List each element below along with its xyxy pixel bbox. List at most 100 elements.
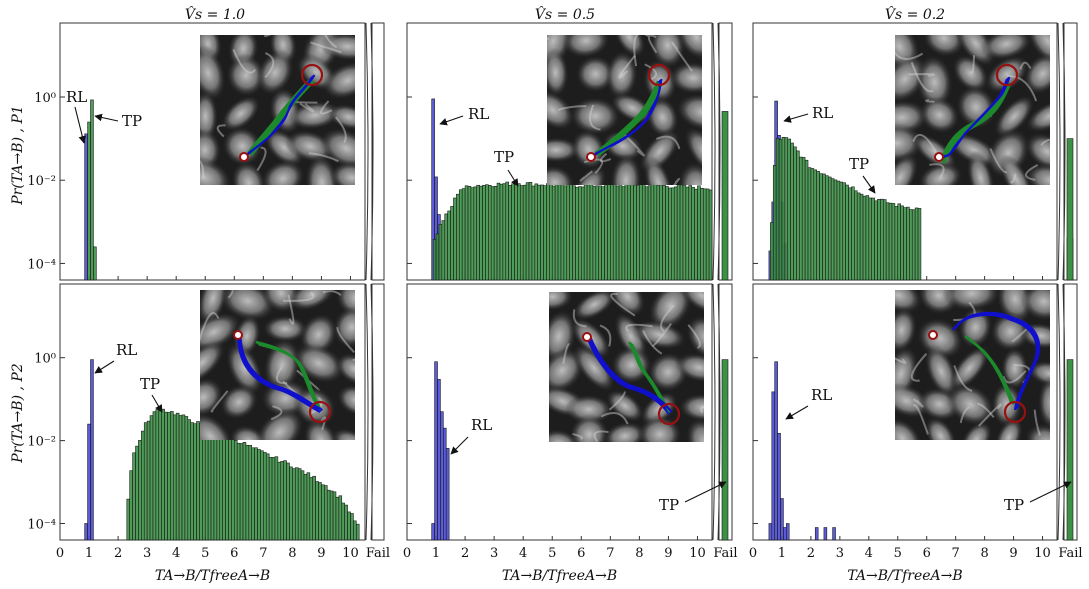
- panel-4: 10⁰ 10⁻² 10⁻⁴0 1 2 3 4 5 6 7 8 9 10 Fail TA→B/TfreeA→B: [27, 283, 390, 584]
- streak: [953, 365, 973, 392]
- inset-flow-field-1: [547, 35, 702, 185]
- vortex-blob: [895, 290, 923, 314]
- tp-bar: [563, 185, 568, 281]
- tp-bar: [885, 202, 890, 281]
- streak: [895, 357, 907, 364]
- tp-bar: [190, 422, 194, 541]
- tp-bar: [819, 173, 823, 281]
- tp-bar: [854, 190, 858, 281]
- vortex-blob: [996, 290, 1034, 324]
- tp-bar: [248, 445, 253, 541]
- vortex-blob: [643, 155, 673, 185]
- vortex-blob: [318, 35, 355, 61]
- streak: [320, 416, 327, 431]
- vortex-blob: [945, 383, 995, 427]
- tp-bar: [152, 411, 157, 541]
- tp-bar: [353, 520, 357, 541]
- streak: [335, 116, 347, 144]
- tp-bar: [897, 203, 901, 281]
- tp-bar: [804, 159, 809, 281]
- rl-bar: [445, 448, 450, 541]
- vortex-blob: [605, 389, 644, 423]
- tp-bar: [219, 433, 223, 541]
- streak: [264, 52, 275, 79]
- tp-bar: [650, 183, 655, 281]
- streak: [642, 330, 663, 355]
- vortex-blob: [221, 95, 261, 132]
- tp-bar: [833, 179, 838, 281]
- rl-bar: [771, 391, 776, 541]
- streak: [275, 366, 288, 385]
- panel-2: [406, 22, 733, 281]
- streak: [572, 432, 584, 440]
- vortex-blob: [611, 345, 653, 385]
- y-tick-label: 10⁰: [34, 91, 56, 106]
- rl-trajectory: [592, 78, 663, 156]
- tp-bar: [682, 184, 687, 281]
- vortex-blob: [547, 137, 581, 163]
- streak: [908, 73, 935, 77]
- x-tick-label: 5: [548, 546, 556, 561]
- rl-bar: [440, 411, 444, 541]
- target-region-marker: [647, 63, 671, 87]
- tp-arrow: [151, 394, 163, 413]
- tp-bar-fail: [1066, 138, 1074, 281]
- streak: [925, 98, 935, 103]
- vortex-blob: [610, 152, 642, 185]
- x-tick-label: 2: [807, 546, 815, 561]
- rl-trajectory: [588, 334, 673, 413]
- tp-trajectory: [594, 80, 660, 155]
- tp-bar: [143, 422, 148, 541]
- panel-6: 0 1 2 3 4 5 6 7 8 9 10 Fail TA→B/TfreeA→B: [749, 283, 1083, 584]
- vortex-blob: [895, 417, 923, 440]
- tp-bar-fail: [721, 359, 729, 541]
- tp-bar: [164, 411, 168, 541]
- vortex-blob: [256, 49, 295, 96]
- tp-bar: [848, 187, 852, 281]
- inset-paths: [934, 63, 1019, 164]
- tp-bar: [778, 139, 783, 281]
- x-tick-label: 10: [1034, 546, 1051, 561]
- tp-bar: [546, 183, 550, 281]
- vortex-blob: [200, 312, 242, 353]
- vortex-blob: [226, 53, 267, 98]
- tp-bar: [511, 183, 515, 281]
- vortex-blob: [613, 35, 646, 58]
- tp-bar: [914, 207, 919, 281]
- tp-bar: [458, 189, 463, 281]
- tp-bar: [199, 422, 203, 541]
- rl-trajectory: [587, 335, 672, 414]
- tp-bar: [647, 185, 652, 281]
- rl-label: RL: [471, 416, 492, 434]
- vortex-blob: [336, 384, 355, 417]
- streak: [308, 152, 339, 163]
- streak: [319, 100, 333, 115]
- tp-bar: [851, 186, 855, 281]
- streak: [912, 133, 938, 153]
- streak: [600, 411, 629, 425]
- tp-bar: [572, 185, 576, 281]
- tp-bar: [551, 185, 556, 281]
- tp-bar: [306, 472, 311, 541]
- vortex-blob: [895, 152, 919, 185]
- rl-label: RL: [812, 104, 833, 122]
- inset-paths: [928, 311, 1041, 424]
- tp-bar: [268, 457, 273, 541]
- rl-bar: [437, 379, 441, 541]
- tp-bar: [309, 477, 314, 541]
- tp-bar: [583, 183, 588, 281]
- tp-bar: [236, 442, 241, 541]
- target-region-marker: [657, 402, 681, 426]
- tp-bar: [697, 185, 701, 281]
- tp-bar: [508, 185, 512, 281]
- tp-bar: [286, 462, 290, 541]
- vortex-blob: [980, 35, 1033, 61]
- tp-bar: [499, 183, 504, 281]
- start-point-marker: [582, 332, 592, 342]
- streak: [256, 146, 267, 172]
- bars: [84, 99, 97, 281]
- tp-bar: [531, 185, 536, 281]
- inset-paths: [239, 63, 324, 162]
- vortex-blob: [1023, 52, 1050, 95]
